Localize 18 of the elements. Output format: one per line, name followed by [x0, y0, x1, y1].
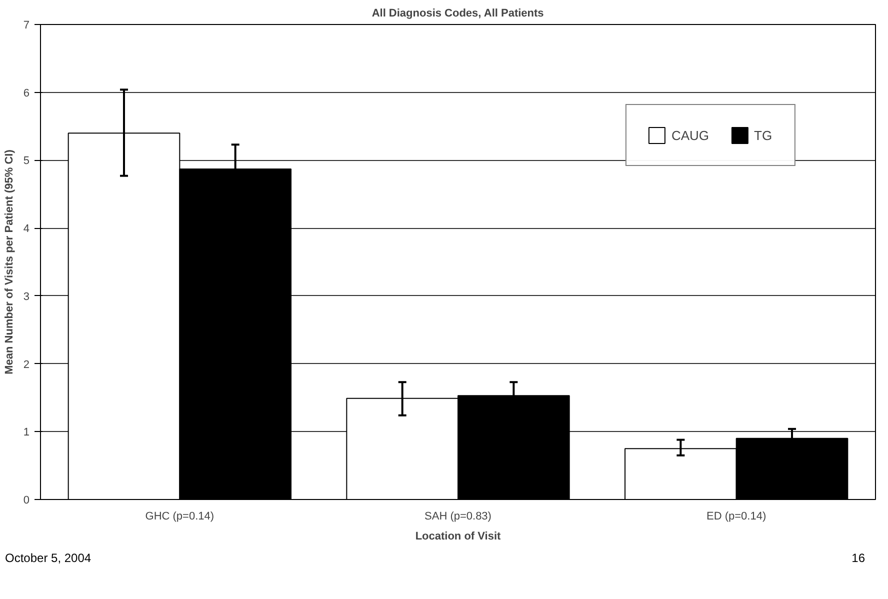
text: 16: [852, 550, 865, 567]
x-tick-label: ED (p=0.14): [706, 510, 766, 522]
y-tick-label: 3: [23, 290, 30, 303]
text: October 5, 2004: [5, 550, 92, 567]
y-tick-label: 7: [23, 20, 30, 32]
y-tick-label: 4: [23, 223, 30, 236]
y-tick-label: 0: [23, 494, 30, 506]
x-tick-label: GHC (p=0.14): [145, 510, 214, 522]
y-tick-label: 6: [23, 87, 30, 100]
legend-label: CAUG: [671, 128, 709, 142]
y-tick-label: 5: [23, 155, 30, 168]
y-tick-label: 2: [23, 358, 30, 371]
x-tick-label: SAH (p=0.83): [424, 510, 492, 522]
legend-label: TG: [754, 128, 774, 142]
x-axis-title: Location of Visit: [415, 530, 502, 542]
chart-title: All Diagnosis Codes, All Patients: [372, 8, 544, 20]
y-tick-label: 1: [23, 426, 30, 439]
y-axis-title: Mean Number of Visits per Patient (95% CI): [3, 149, 16, 374]
